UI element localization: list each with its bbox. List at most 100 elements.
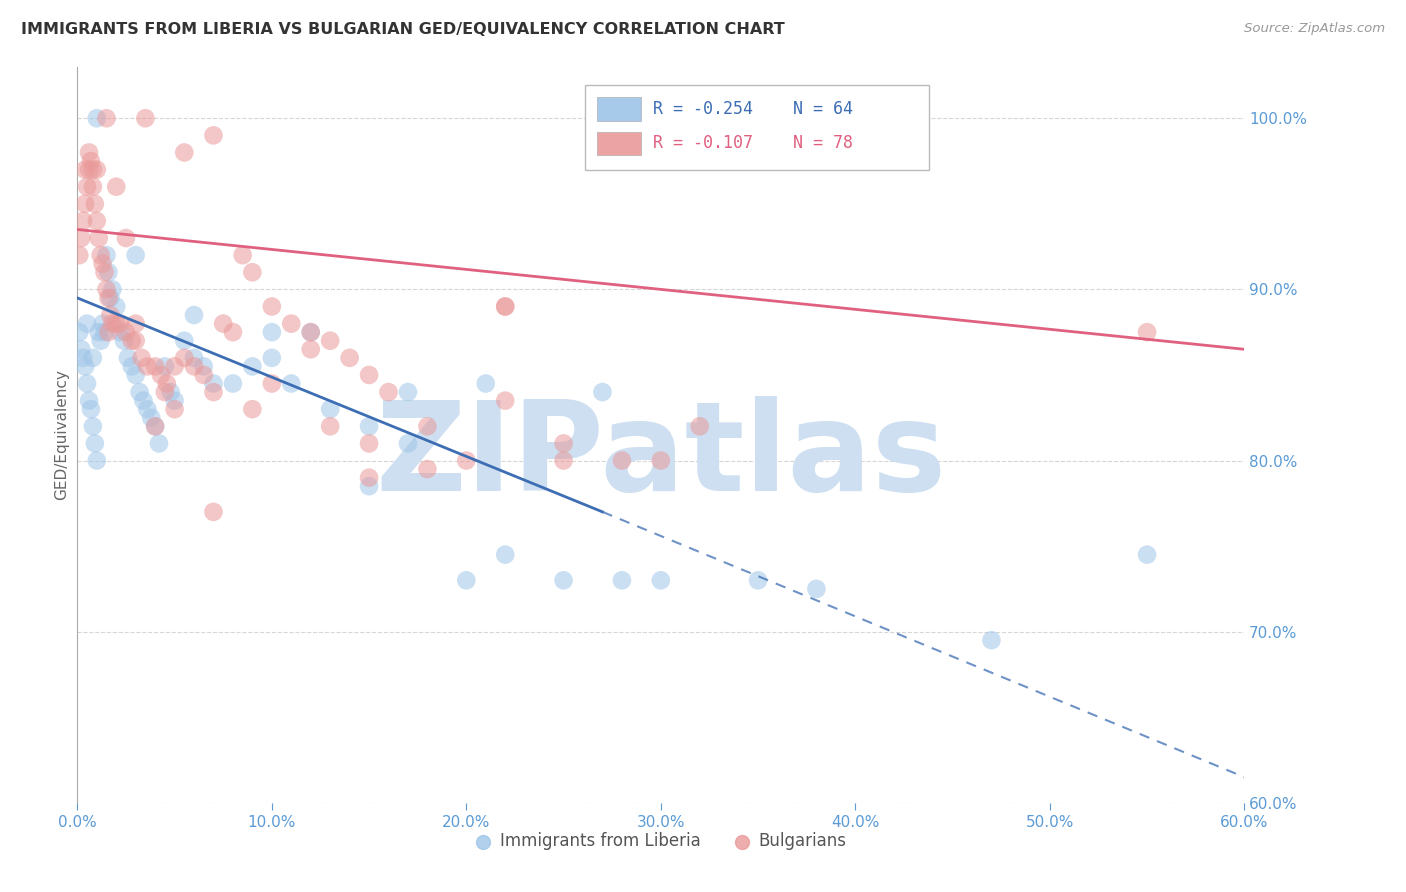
Point [1136,548,1159,562]
Point [124,317,148,331]
Point [105,300,128,314]
Point [91,257,114,271]
Point [124,368,148,382]
Point [86,112,108,126]
Point [156,376,179,391]
Point [456,574,478,588]
Point [377,385,399,400]
Point [80,402,103,417]
Point [149,368,172,382]
Point [357,436,380,450]
Point [91,317,114,331]
Point [980,633,1002,648]
Point [163,402,186,417]
Text: IMMIGRANTS FROM LIBERIA VS BULGARIAN GED/EQUIVALENCY CORRELATION CHART: IMMIGRANTS FROM LIBERIA VS BULGARIAN GED… [21,22,785,37]
Point [153,385,176,400]
Point [143,419,166,434]
Point [115,325,138,339]
Point [592,385,614,400]
Point [121,359,143,374]
Point [70,231,93,245]
Point [124,334,148,348]
Point [105,317,128,331]
Point [202,505,225,519]
Point [610,574,633,588]
Point [124,248,148,262]
Point [77,145,100,160]
Point [173,145,195,160]
Point [128,385,150,400]
Point [494,393,516,408]
Point [76,179,98,194]
Point [100,291,122,305]
Point [222,376,245,391]
Point [86,162,108,177]
Point [76,376,98,391]
Point [494,300,516,314]
Point [159,385,181,400]
Text: Source: ZipAtlas.com: Source: ZipAtlas.com [1244,22,1385,36]
Point [72,214,94,228]
Point [299,343,322,357]
Point [183,308,205,322]
Point [553,574,575,588]
Point [319,419,342,434]
Point [202,385,225,400]
Point [143,419,166,434]
Point [112,334,135,348]
Point [93,325,115,339]
Point [77,393,100,408]
Point [97,265,120,279]
Point [67,248,90,262]
Point [115,231,138,245]
Point [82,419,104,434]
Point [75,359,97,374]
Point [280,376,302,391]
Point [610,453,633,467]
Y-axis label: GED/Equivalency: GED/Equivalency [53,369,69,500]
Point [163,359,186,374]
Point [77,162,100,177]
Point [260,325,283,339]
Point [117,351,139,365]
Point [86,214,108,228]
Point [132,393,155,408]
Point [131,351,153,365]
Point [82,162,104,177]
Point [357,470,380,484]
Point [319,402,342,417]
Point [222,325,245,339]
Point [86,453,108,467]
Point [553,436,575,450]
Point [83,196,105,211]
Point [747,574,769,588]
Point [148,436,170,450]
Point [193,368,215,382]
Point [474,376,498,391]
Point [183,359,205,374]
Point [1136,325,1159,339]
Point [75,196,97,211]
Point [121,334,143,348]
Point [75,162,97,177]
Point [101,317,124,331]
Point [108,317,131,331]
FancyBboxPatch shape [585,86,929,170]
Point [153,359,176,374]
Point [173,334,195,348]
Point [319,334,342,348]
Point [357,419,380,434]
Point [689,419,711,434]
Point [136,359,159,374]
Text: ZIPatlas: ZIPatlas [375,396,946,517]
Point [72,351,94,365]
Point [183,351,205,365]
Point [357,368,380,382]
Point [396,385,419,400]
Point [242,265,264,279]
Point [83,436,105,450]
Point [456,453,478,467]
Legend: Immigrants from Liberia, Bulgarians: Immigrants from Liberia, Bulgarians [468,826,853,857]
Point [97,325,120,339]
Point [806,582,828,596]
